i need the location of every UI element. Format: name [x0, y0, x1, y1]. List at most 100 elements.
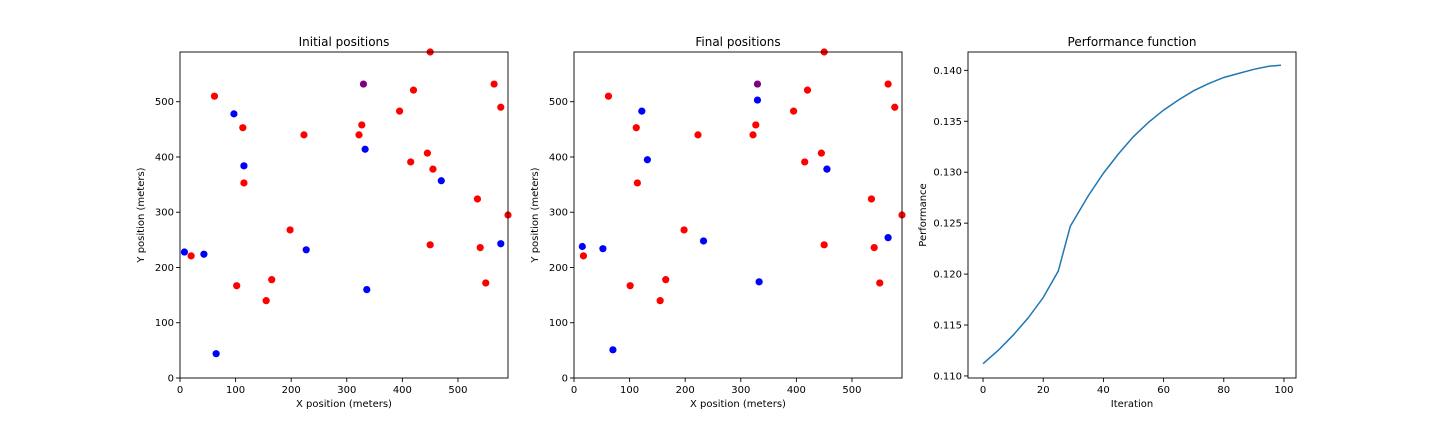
- chart2-red-point-9: [749, 131, 757, 139]
- chart2-red-point-19: [870, 244, 878, 252]
- chart1-red-point-0: [187, 252, 195, 260]
- chart2-xtick-label-1: 100: [620, 385, 639, 396]
- chart2-purple-point-0: [753, 80, 762, 88]
- chart1-red-point-3: [240, 179, 248, 187]
- chart2-ytick-label-3: 300: [549, 208, 568, 219]
- chart1-red-point-10: [358, 121, 366, 129]
- chart2-xlabel: X position (meters): [690, 399, 786, 410]
- chart3-xtick-label-0: 0: [980, 385, 986, 396]
- chart3-xtick-label-2: 40: [1097, 385, 1110, 396]
- chart2-red-point-18: [867, 195, 876, 203]
- chart2-xtick-label-0: 0: [571, 385, 577, 396]
- chart3-ytick-label-5: 0.135: [933, 117, 962, 128]
- chart2-blue-point-1: [599, 245, 607, 253]
- chart1-blue-point-2: [212, 350, 220, 358]
- chart1-red-point-12: [409, 86, 418, 94]
- chart2-blue-point-3: [638, 107, 646, 115]
- chart2-ytick-label-0: 0: [562, 374, 568, 385]
- chart3-title: Performance function: [1068, 35, 1197, 49]
- chart1-red-point-2: [239, 124, 247, 132]
- chart2-red-point-4: [626, 282, 634, 290]
- chart2-red-point-7: [680, 226, 688, 234]
- chart1-title: Initial positions: [299, 35, 390, 49]
- chart1-red-point-6: [268, 276, 276, 284]
- chart2-xtick-label-3: 300: [731, 385, 750, 396]
- chart1-blue-point-7: [363, 285, 371, 294]
- chart3-ytick-label-6: 0.140: [933, 66, 962, 77]
- chart2-red-point-16: [820, 241, 828, 249]
- chart3-xlabel: Iteration: [1111, 399, 1153, 410]
- chart2-title: Final positions: [695, 35, 780, 49]
- chart2-ytick-label-1: 100: [549, 318, 568, 329]
- chart1-red-point-22: [497, 103, 505, 111]
- chart2-red-point-3: [633, 179, 641, 187]
- chart2-blue-point-0: [578, 242, 586, 251]
- chart1-xtick-label-5: 500: [448, 385, 467, 396]
- chart2-ytick-label-4: 400: [549, 152, 568, 163]
- chart1-red-point-14: [423, 149, 431, 157]
- chart2-blue-point-4: [643, 156, 651, 164]
- chart1-red-point-1: [210, 92, 219, 100]
- chart1-red-point-16: [426, 241, 434, 249]
- chart1-xtick-label-2: 200: [282, 385, 301, 396]
- chart3-ytick-label-4: 0.130: [933, 168, 962, 179]
- chart3-xtick-label-4: 80: [1217, 385, 1230, 396]
- chart3-xtick-label-5: 100: [1274, 385, 1293, 396]
- chart2-blue-point-9: [884, 234, 892, 242]
- chart2-xtick-label-4: 400: [787, 385, 806, 396]
- chart1-blue-point-3: [230, 110, 238, 118]
- chart2-red-point-1: [604, 92, 613, 100]
- chart1-frame: [179, 51, 509, 379]
- chart1-ytick-label-1: 100: [155, 318, 174, 329]
- chart1-blue-point-1: [200, 250, 208, 258]
- chart1-xtick-label-4: 400: [393, 385, 412, 396]
- chart1-red-point-5: [262, 297, 270, 305]
- chart1-ytick-label-2: 200: [155, 263, 174, 274]
- chart2-red-point-13: [801, 158, 809, 166]
- chart2-red-point-11: [789, 107, 798, 115]
- chart1-blue-point-6: [361, 145, 369, 153]
- chart1-red-point-9: [355, 131, 363, 139]
- chart1-red-point-11: [395, 107, 404, 115]
- chart2-xtick-label-5: 500: [842, 385, 861, 396]
- chart1-red-point-21: [490, 80, 498, 88]
- chart1-red-point-19: [476, 244, 484, 252]
- chart2-red-point-8: [694, 131, 702, 139]
- chart2-blue-point-6: [753, 96, 762, 104]
- chart2-ylabel: Y position (meters): [530, 167, 541, 263]
- chart2-blue-point-8: [823, 165, 831, 173]
- chart2-frame: [573, 51, 903, 379]
- chart2-blue-point-5: [699, 237, 708, 245]
- chart1-purple-point-0: [359, 80, 368, 88]
- chart1-xtick-label-3: 300: [337, 385, 356, 396]
- chart1-xtick-label-1: 100: [226, 385, 245, 396]
- chart1-red-point-4: [233, 282, 241, 290]
- chart3-ylabel: Performance: [918, 183, 929, 246]
- chart2-red-point-20: [876, 279, 884, 287]
- chart2-ytick-label-5: 500: [549, 97, 568, 108]
- chart2-red-point-0: [579, 252, 588, 260]
- chart1-blue-point-8: [437, 177, 445, 185]
- chart2-red-point-12: [803, 86, 812, 94]
- chart2-red-point-14: [817, 149, 825, 157]
- chart1-red-point-20: [482, 279, 490, 287]
- chart1-red-point-18: [473, 195, 482, 203]
- chart1-blue-point-4: [240, 162, 248, 170]
- chart3-frame: [967, 51, 1297, 379]
- chart3-series-line-0: [982, 64, 1282, 365]
- chart1-xtick-label-0: 0: [177, 385, 183, 396]
- chart1-blue-point-5: [302, 246, 310, 254]
- chart3-xtick-label-1: 20: [1037, 385, 1050, 396]
- chart3-xtick-label-3: 60: [1157, 385, 1170, 396]
- chart2-blue-point-2: [609, 346, 617, 354]
- chart2-ytick-label-2: 200: [549, 263, 568, 274]
- chart1-red-point-8: [300, 131, 308, 139]
- chart1-ylabel: Y position (meters): [136, 167, 147, 263]
- chart3-ytick-label-3: 0.125: [933, 219, 962, 230]
- chart1-ytick-label-3: 300: [155, 208, 174, 219]
- chart1-ytick-label-4: 400: [155, 152, 174, 163]
- chart1-red-point-7: [286, 226, 294, 234]
- chart2-red-point-21: [884, 80, 892, 88]
- chart3-ytick-label-2: 0.120: [933, 270, 962, 281]
